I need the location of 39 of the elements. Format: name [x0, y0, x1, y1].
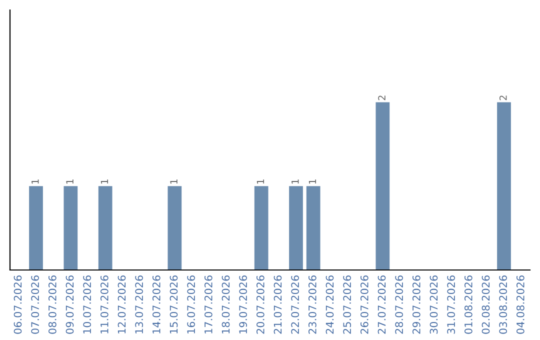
x-tick-label: 22.07.2026 — [291, 276, 300, 334]
x-tick-label: 15.07.2026 — [170, 276, 178, 334]
x-tick-label: 11.07.2026 — [100, 276, 108, 334]
x-tick-label: 03.08.2026 — [499, 276, 508, 334]
x-tick-label: 12.07.2026 — [118, 276, 126, 334]
data-label: 1 — [308, 179, 316, 184]
data-label: 1 — [100, 179, 108, 184]
x-tick-label: 09.07.2026 — [66, 276, 74, 334]
x-tick-label: 29.07.2026 — [412, 276, 420, 334]
x-tick-label: 26.07.2026 — [360, 276, 368, 334]
data-label: 1 — [292, 179, 299, 184]
x-tick-label: 23.07.2026 — [308, 276, 316, 334]
x-tick-label: 02.08.2026 — [482, 276, 490, 334]
x-tick-label: 01.08.2026 — [464, 276, 472, 334]
x-tick-label: 28.07.2026 — [395, 276, 404, 334]
x-tick-label: 17.07.2026 — [204, 276, 212, 334]
x-tick-label: 08.07.2026 — [48, 276, 56, 334]
data-label: 1 — [170, 179, 178, 184]
x-tick-label: 14.07.2026 — [152, 276, 160, 334]
x-tick-label: 07.07.2026 — [31, 276, 40, 334]
x-tick-label: 20.07.2026 — [256, 276, 264, 334]
data-label: 1 — [32, 179, 39, 184]
x-tick-label: 27.07.2026 — [378, 276, 386, 334]
x-tick-label: 18.07.2026 — [222, 276, 230, 334]
x-tick-label: 06.07.2026 — [14, 276, 22, 334]
x-tick-label: 16.07.2026 — [187, 276, 196, 334]
x-tick-label: 31.07.2026 — [447, 276, 456, 334]
data-label: 1 — [66, 179, 74, 184]
x-tick-label: 30.07.2026 — [430, 276, 438, 334]
x-tick-label: 19.07.2026 — [239, 276, 248, 334]
x-tick-label: 24.07.2026 — [326, 276, 334, 334]
data-label: 1 — [256, 179, 264, 184]
x-tick-label: 13.07.2026 — [135, 276, 144, 334]
x-tick-label: 10.07.2026 — [83, 276, 92, 334]
x-tick-label: 21.07.2026 — [274, 276, 282, 334]
data-label: 2 — [378, 96, 386, 100]
x-tick-label: 04.08.2026 — [516, 276, 524, 334]
x-tick-label: 25.07.2026 — [343, 276, 352, 334]
data-label: 2 — [499, 96, 507, 100]
